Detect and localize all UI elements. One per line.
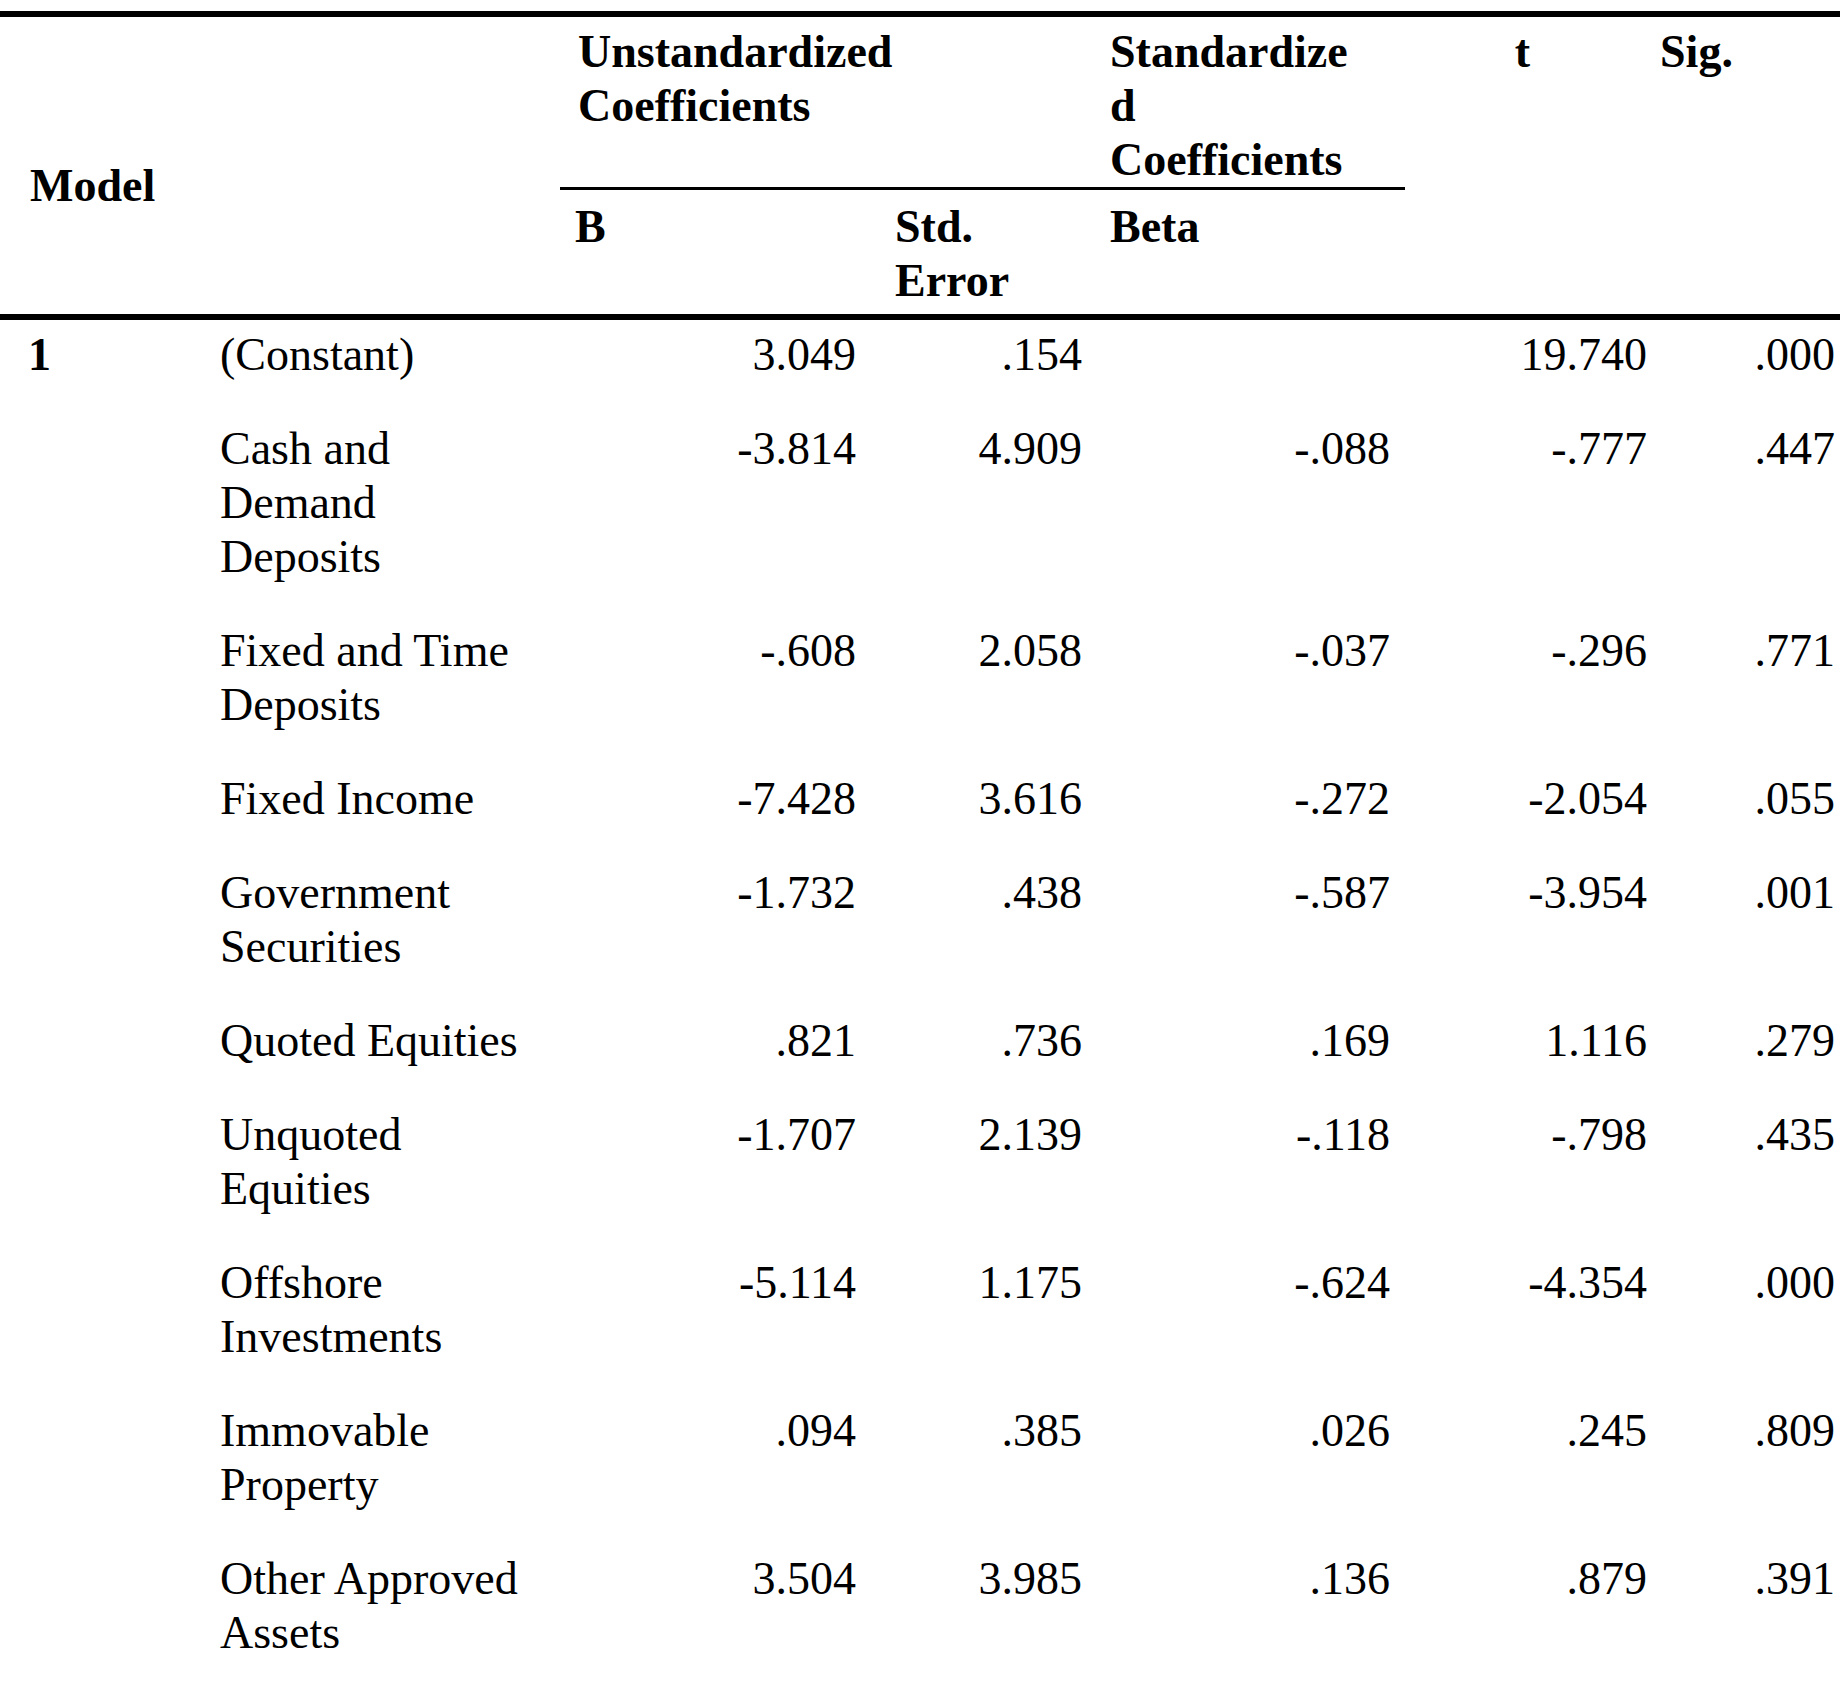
table-row: Immovable Property .094 .385 .026 .245 .… bbox=[0, 1396, 1840, 1544]
cell-beta-value: -.272 bbox=[1095, 764, 1405, 858]
cell-variable-label: Unquoted Equities bbox=[190, 1100, 560, 1248]
cell-model-number bbox=[0, 1006, 190, 1100]
cell-b-value: 3.504 bbox=[560, 1544, 870, 1684]
cell-b-value: -3.814 bbox=[560, 414, 870, 616]
table-row: Other Approved Assets 3.504 3.985 .136 .… bbox=[0, 1544, 1840, 1684]
cell-model-number bbox=[0, 1396, 190, 1544]
cell-t-value: -.798 bbox=[1405, 1100, 1660, 1248]
cell-t-value: .879 bbox=[1405, 1544, 1660, 1684]
cell-variable-label: Cash and Demand Deposits bbox=[190, 414, 560, 616]
cell-t-value: .245 bbox=[1405, 1396, 1660, 1544]
cell-std-error-value: 2.058 bbox=[870, 616, 1095, 764]
cell-variable-label: Fixed and Time Deposits bbox=[190, 616, 560, 764]
cell-std-error-value: 3.985 bbox=[870, 1544, 1095, 1684]
cell-sig-value: .000 bbox=[1660, 1248, 1840, 1396]
cell-b-value: -5.114 bbox=[560, 1248, 870, 1396]
cell-b-value: -1.732 bbox=[560, 858, 870, 1006]
cell-b-value: 3.049 bbox=[560, 317, 870, 414]
cell-t-value: -.777 bbox=[1405, 414, 1660, 616]
cell-model-number bbox=[0, 1544, 190, 1684]
cell-sig-value: .279 bbox=[1660, 1006, 1840, 1100]
column-header-t: t bbox=[1405, 14, 1660, 317]
table-row: Unquoted Equities -1.707 2.139 -.118 -.7… bbox=[0, 1100, 1840, 1248]
standardized-line-1: Standardize bbox=[1110, 25, 1390, 79]
cell-beta-value: -.118 bbox=[1095, 1100, 1405, 1248]
cell-sig-value: .391 bbox=[1660, 1544, 1840, 1684]
cell-std-error-value: 2.139 bbox=[870, 1100, 1095, 1248]
cell-model-number bbox=[0, 1248, 190, 1396]
cell-variable-label: Immovable Property bbox=[190, 1396, 560, 1544]
standardized-line-2: d bbox=[1110, 79, 1390, 133]
column-header-b: B bbox=[560, 189, 870, 318]
cell-beta-value: .169 bbox=[1095, 1006, 1405, 1100]
standardized-line-3: Coefficients bbox=[1110, 133, 1390, 187]
header-spacer bbox=[190, 14, 560, 317]
cell-std-error-value: 3.616 bbox=[870, 764, 1095, 858]
cell-sig-value: .435 bbox=[1660, 1100, 1840, 1248]
cell-b-value: -.608 bbox=[560, 616, 870, 764]
std-error-line-1: Std. bbox=[895, 200, 1095, 254]
cell-variable-label: Other Approved Assets bbox=[190, 1544, 560, 1684]
table-row: 1 (Constant) 3.049 .154 19.740 .000 bbox=[0, 317, 1840, 414]
column-group-unstandardized-coefficients: Unstandardized Coefficients bbox=[560, 14, 1095, 189]
cell-t-value: -4.354 bbox=[1405, 1248, 1660, 1396]
column-header-model: Model bbox=[0, 14, 190, 317]
std-error-line-2: Error bbox=[895, 254, 1095, 308]
header-group-row: Model Unstandardized Coefficients Standa… bbox=[0, 14, 1840, 189]
table-header: Model Unstandardized Coefficients Standa… bbox=[0, 14, 1840, 317]
cell-t-value: -.296 bbox=[1405, 616, 1660, 764]
table-body: 1 (Constant) 3.049 .154 19.740 .000 Cash… bbox=[0, 317, 1840, 1684]
cell-beta-value: -.587 bbox=[1095, 858, 1405, 1006]
cell-beta-value: .136 bbox=[1095, 1544, 1405, 1684]
cell-std-error-value: .438 bbox=[870, 858, 1095, 1006]
cell-std-error-value: .385 bbox=[870, 1396, 1095, 1544]
cell-t-value: -2.054 bbox=[1405, 764, 1660, 858]
cell-t-value: 19.740 bbox=[1405, 317, 1660, 414]
cell-beta-value: -.037 bbox=[1095, 616, 1405, 764]
regression-coefficients-table: Model Unstandardized Coefficients Standa… bbox=[0, 11, 1840, 1684]
table-row: Cash and Demand Deposits -3.814 4.909 -.… bbox=[0, 414, 1840, 616]
cell-model-number bbox=[0, 414, 190, 616]
cell-sig-value: .001 bbox=[1660, 858, 1840, 1006]
cell-model-number bbox=[0, 764, 190, 858]
cell-variable-label: (Constant) bbox=[190, 317, 560, 414]
cell-beta-value bbox=[1095, 317, 1405, 414]
cell-sig-value: .771 bbox=[1660, 616, 1840, 764]
cell-beta-value: -.624 bbox=[1095, 1248, 1405, 1396]
cell-t-value: 1.116 bbox=[1405, 1006, 1660, 1100]
cell-model-number bbox=[0, 616, 190, 764]
cell-std-error-value: 4.909 bbox=[870, 414, 1095, 616]
cell-model-number bbox=[0, 1100, 190, 1248]
cell-beta-value: .026 bbox=[1095, 1396, 1405, 1544]
regression-table-page: Model Unstandardized Coefficients Standa… bbox=[0, 0, 1840, 1684]
cell-variable-label: Government Securities bbox=[190, 858, 560, 1006]
table-row: Fixed and Time Deposits -.608 2.058 -.03… bbox=[0, 616, 1840, 764]
cell-model-number: 1 bbox=[0, 317, 190, 414]
cell-b-value: -7.428 bbox=[560, 764, 870, 858]
cell-sig-value: .055 bbox=[1660, 764, 1840, 858]
cell-std-error-value: .154 bbox=[870, 317, 1095, 414]
cell-b-value: .094 bbox=[560, 1396, 870, 1544]
cell-sig-value: .809 bbox=[1660, 1396, 1840, 1544]
column-header-std-error: Std. Error bbox=[870, 189, 1095, 318]
column-group-standardized-coefficients: Standardize d Coefficients bbox=[1095, 14, 1405, 189]
cell-b-value: -1.707 bbox=[560, 1100, 870, 1248]
cell-variable-label: Quoted Equities bbox=[190, 1006, 560, 1100]
cell-sig-value: .447 bbox=[1660, 414, 1840, 616]
column-header-beta: Beta bbox=[1095, 189, 1405, 318]
table-row: Quoted Equities .821 .736 .169 1.116 .27… bbox=[0, 1006, 1840, 1100]
cell-beta-value: -.088 bbox=[1095, 414, 1405, 616]
cell-b-value: .821 bbox=[560, 1006, 870, 1100]
cell-sig-value: .000 bbox=[1660, 317, 1840, 414]
table-row: Government Securities -1.732 .438 -.587 … bbox=[0, 858, 1840, 1006]
cell-std-error-value: .736 bbox=[870, 1006, 1095, 1100]
cell-std-error-value: 1.175 bbox=[870, 1248, 1095, 1396]
column-header-sig: Sig. bbox=[1660, 14, 1840, 317]
cell-variable-label: Offshore Investments bbox=[190, 1248, 560, 1396]
cell-variable-label: Fixed Income bbox=[190, 764, 560, 858]
table-row: Offshore Investments -5.114 1.175 -.624 … bbox=[0, 1248, 1840, 1396]
cell-model-number bbox=[0, 858, 190, 1006]
table-row: Fixed Income -7.428 3.616 -.272 -2.054 .… bbox=[0, 764, 1840, 858]
cell-t-value: -3.954 bbox=[1405, 858, 1660, 1006]
